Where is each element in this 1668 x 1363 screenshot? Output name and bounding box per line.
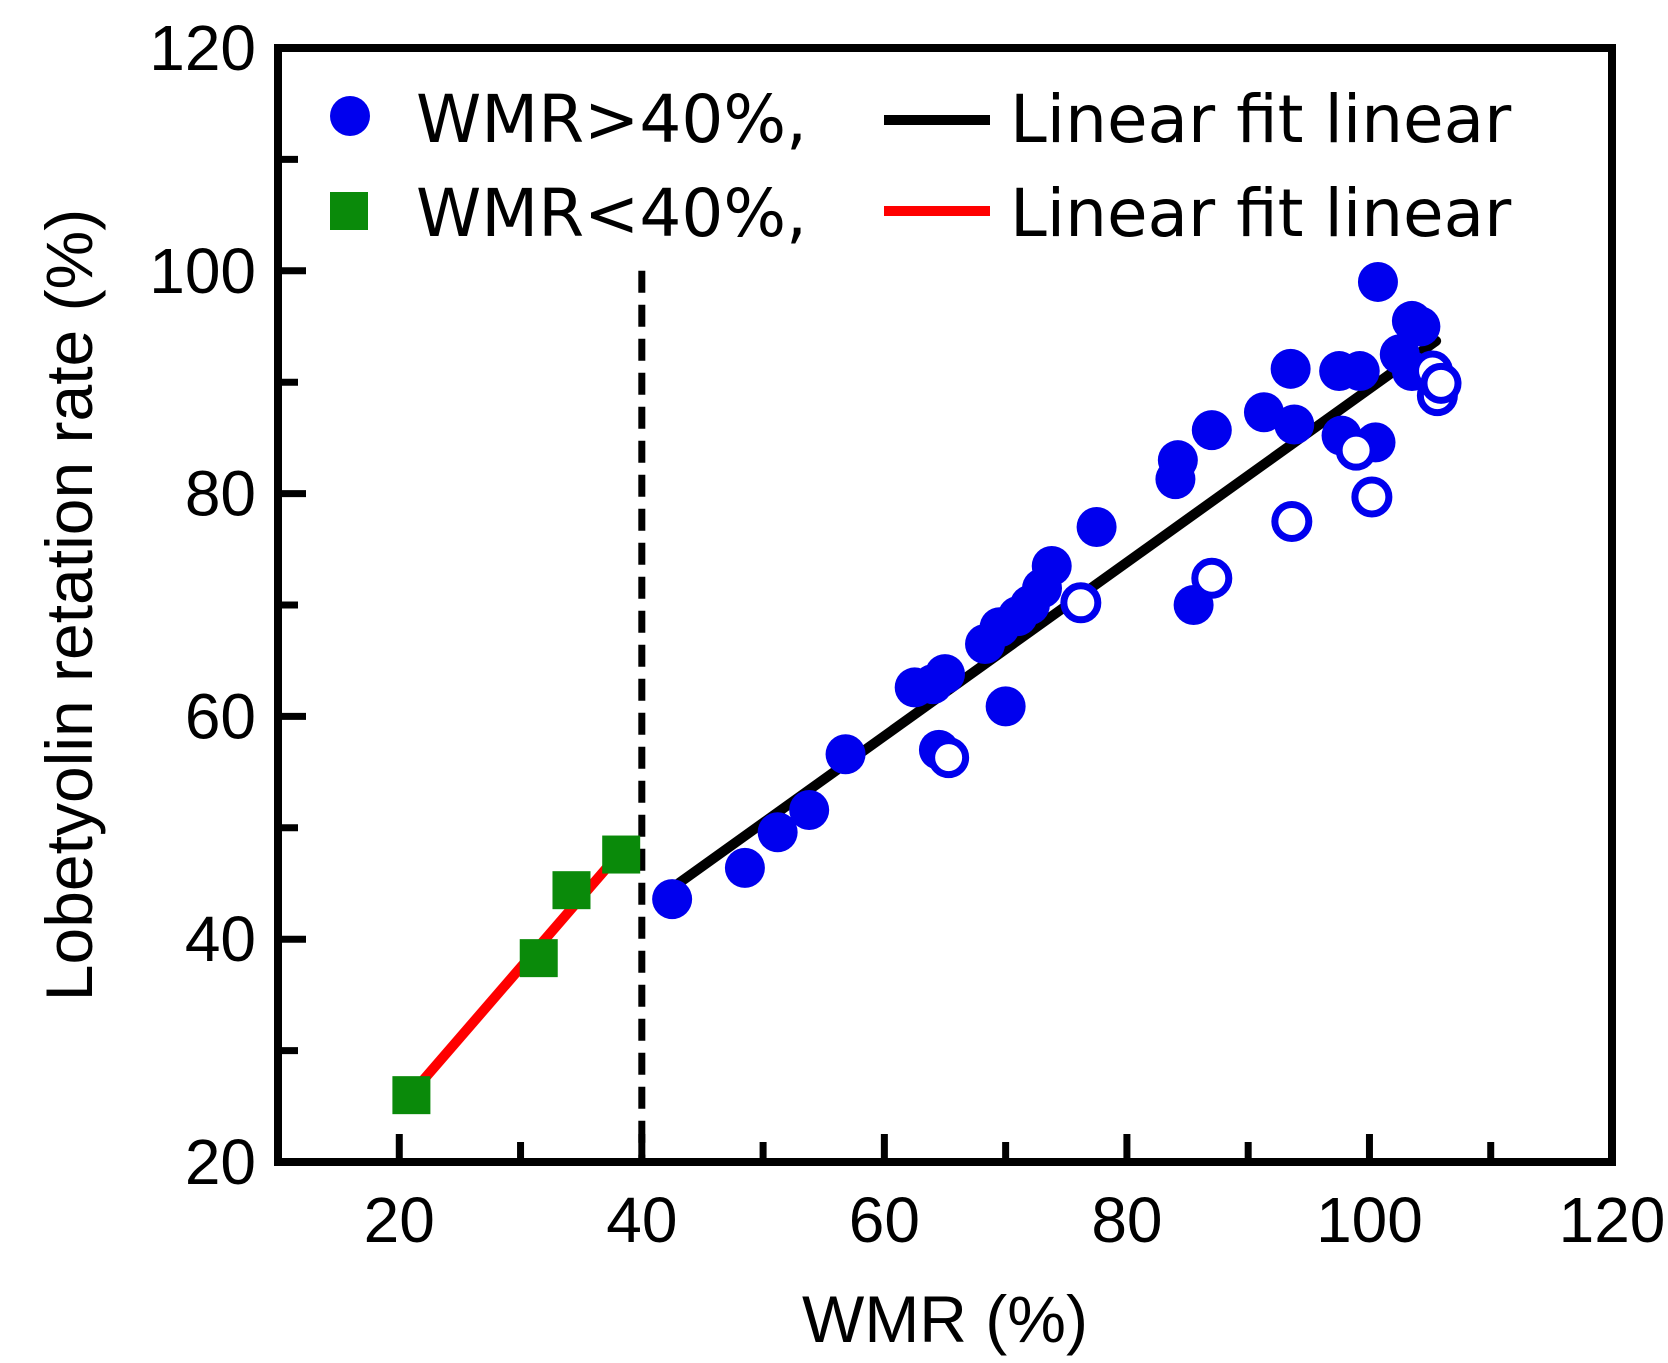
data-point-circle [1243, 392, 1284, 433]
data-point-open-circle [928, 737, 970, 779]
legend-fit-label-black: Linear fit linear [1010, 81, 1512, 158]
data-point-circle [1400, 306, 1441, 347]
y-tick-label: 20 [185, 1126, 256, 1198]
data-point-open-circle [1060, 582, 1102, 624]
data-point-square [519, 939, 558, 978]
y-tick-label: 120 [149, 12, 256, 84]
x-tick-label: 100 [1316, 1184, 1423, 1256]
x-tick-labels: 20 40 60 80 100 120 [364, 1184, 1666, 1256]
data-point-square [602, 835, 641, 874]
data-point-circle [789, 789, 830, 830]
data-point-circle [724, 847, 765, 888]
data-point-circle [1274, 404, 1315, 445]
fit-line-high [667, 335, 1442, 893]
x-tick-label: 40 [606, 1184, 677, 1256]
data-point-open-circle [1335, 429, 1377, 471]
data-points [392, 261, 1462, 1115]
y-tick-label: 40 [185, 903, 256, 975]
data-point-circle [757, 812, 798, 853]
data-point-circle [1270, 348, 1311, 389]
y-tick-labels: 20 40 60 80 100 120 [149, 12, 256, 1198]
data-point-open-circle [1420, 362, 1462, 404]
data-point-open-circle [1271, 500, 1313, 542]
data-point-circle [1031, 546, 1072, 587]
legend-fit-label-red: Linear fit linear [1010, 175, 1512, 252]
legend-label-low: WMR<40%, [416, 175, 807, 252]
data-point-circle [1157, 440, 1198, 481]
data-point-circle [1191, 410, 1232, 451]
x-tick-label: 20 [364, 1184, 435, 1256]
data-point-circle [825, 734, 866, 775]
data-point-circle [925, 654, 965, 695]
data-point-open-circle [1351, 476, 1393, 518]
data-point-circle [1076, 507, 1117, 548]
y-tick-label: 80 [185, 458, 256, 530]
legend-marker-square [330, 192, 368, 230]
data-point-circle [985, 686, 1026, 727]
y-tick-label: 100 [149, 235, 256, 307]
data-point-open-circle [1191, 557, 1233, 599]
y-tick-label: 60 [185, 680, 256, 752]
plot-frame [274, 44, 1616, 1166]
axis-ticks [278, 155, 1495, 1162]
x-tick-label: 60 [849, 1184, 920, 1256]
data-point-circle [652, 879, 693, 920]
fit-lines [405, 335, 1442, 1101]
y-axis-title: Lobetyolin retation rate (%) [32, 209, 106, 1001]
x-tick-label: 80 [1091, 1184, 1162, 1256]
legend: WMR>40%, Linear fit linear WMR<40%, Line… [330, 81, 1512, 252]
data-point-circle [1357, 261, 1398, 302]
data-point-square [392, 1076, 431, 1115]
data-point-square [552, 871, 591, 910]
x-axis-title: WMR (%) [802, 1282, 1088, 1356]
data-point-circle [1339, 351, 1380, 392]
x-tick-label: 120 [1559, 1184, 1666, 1256]
legend-label-high: WMR>40%, [416, 81, 807, 158]
legend-marker-circle [330, 96, 370, 136]
